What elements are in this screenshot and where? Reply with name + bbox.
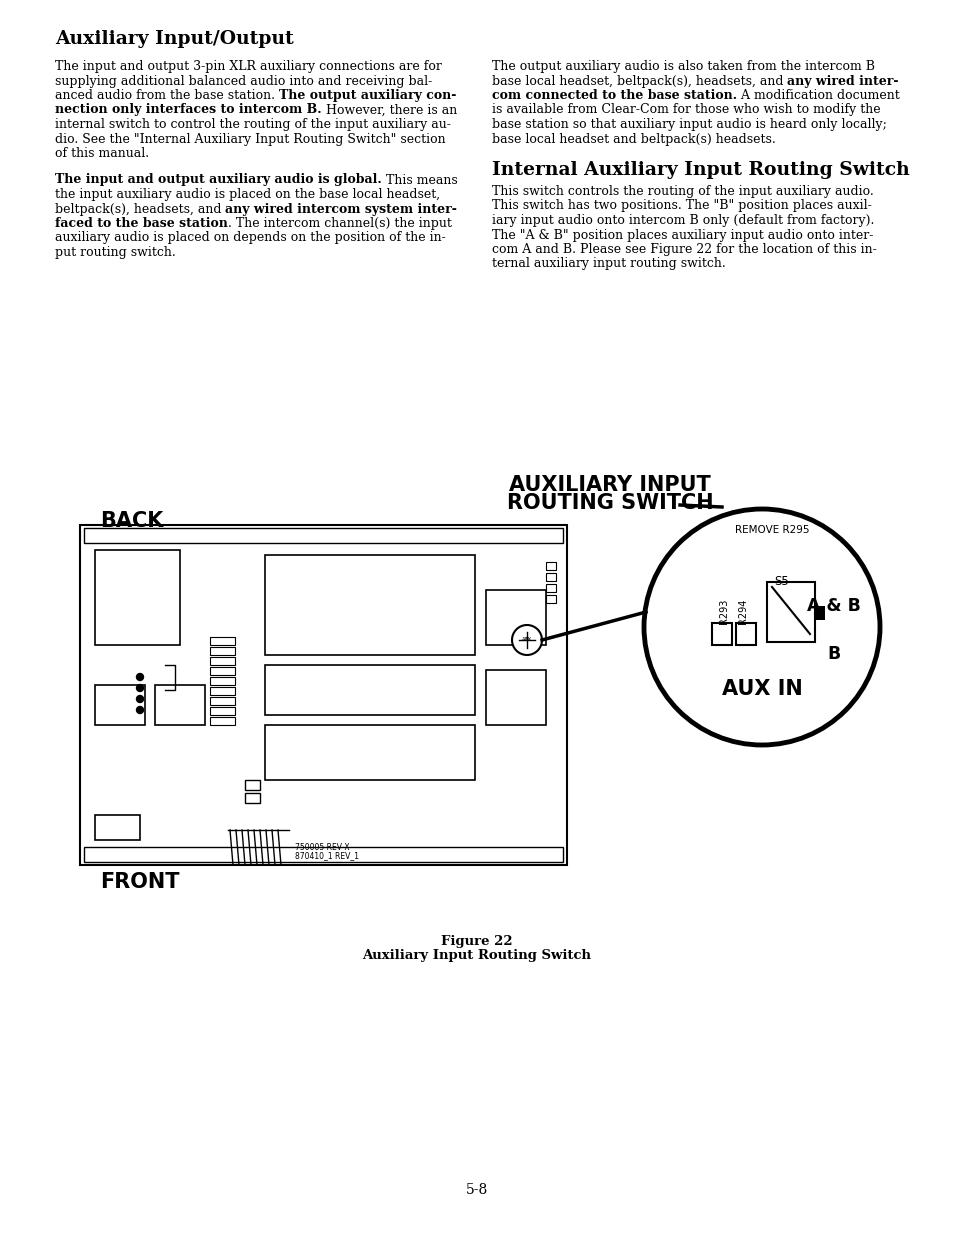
Text: AUX: AUX xyxy=(521,637,532,642)
Text: The input and output auxiliary audio is global.: The input and output auxiliary audio is … xyxy=(55,173,381,186)
Text: is available from Clear-Com for those who wish to modify the: is available from Clear-Com for those wh… xyxy=(492,104,880,116)
Circle shape xyxy=(136,706,143,714)
Text: ternal auxiliary input routing switch.: ternal auxiliary input routing switch. xyxy=(492,258,725,270)
Text: supplying additional balanced audio into and receiving bal-: supplying additional balanced audio into… xyxy=(55,74,432,88)
Text: . The intercom channel(s) the input: . The intercom channel(s) the input xyxy=(228,217,452,230)
Text: faced to the base station: faced to the base station xyxy=(55,217,228,230)
Text: However, there is an: However, there is an xyxy=(321,104,456,116)
Text: com A and B. Please see Figure 22 for the location of this in-: com A and B. Please see Figure 22 for th… xyxy=(492,243,876,256)
Bar xyxy=(265,555,475,655)
Bar xyxy=(545,595,556,603)
Text: FRONT: FRONT xyxy=(100,872,179,892)
Bar xyxy=(485,671,545,725)
Text: This switch has two positions. The "B" position places auxil-: This switch has two positions. The "B" p… xyxy=(492,200,871,212)
Text: nection only interfaces to intercom B.: nection only interfaces to intercom B. xyxy=(55,104,321,116)
Text: the input auxiliary audio is placed on the base local headset,: the input auxiliary audio is placed on t… xyxy=(55,188,439,201)
Bar xyxy=(210,706,234,715)
Text: beltpack(s), headsets, and: beltpack(s), headsets, and xyxy=(55,203,225,215)
Text: This switch controls the routing of the input auxiliary audio.: This switch controls the routing of the … xyxy=(492,185,873,198)
Text: base local headset, beltpack(s), headsets, and: base local headset, beltpack(s), headset… xyxy=(492,74,786,88)
Bar xyxy=(210,697,234,705)
Text: AUX IN: AUX IN xyxy=(720,679,801,699)
Text: B: B xyxy=(826,645,840,663)
Bar xyxy=(265,725,475,781)
Text: auxiliary audio is placed on depends on the position of the in-: auxiliary audio is placed on depends on … xyxy=(55,231,445,245)
Bar xyxy=(766,582,814,642)
Text: dio. See the "Internal Auxiliary Input Routing Switch" section: dio. See the "Internal Auxiliary Input R… xyxy=(55,132,445,146)
Text: AUXILIARY INPUT: AUXILIARY INPUT xyxy=(509,475,710,495)
Bar xyxy=(95,685,145,725)
Bar xyxy=(210,657,234,664)
Bar xyxy=(210,677,234,685)
Text: anced audio from the base station.: anced audio from the base station. xyxy=(55,89,278,103)
Text: ROUTING SWITCH: ROUTING SWITCH xyxy=(506,493,713,513)
Bar xyxy=(245,793,260,803)
Bar xyxy=(210,667,234,676)
Text: any wired inter-: any wired inter- xyxy=(786,74,898,88)
Text: put routing switch.: put routing switch. xyxy=(55,246,175,259)
Bar xyxy=(84,529,562,543)
Bar xyxy=(154,685,205,725)
Bar xyxy=(80,525,566,864)
Text: A modification document: A modification document xyxy=(737,89,899,103)
Text: The output auxiliary con-: The output auxiliary con- xyxy=(278,89,456,103)
Bar xyxy=(210,687,234,695)
Text: Auxiliary Input/Output: Auxiliary Input/Output xyxy=(55,30,294,48)
Bar xyxy=(735,622,755,645)
Bar xyxy=(95,815,140,840)
Bar xyxy=(545,573,556,580)
Circle shape xyxy=(643,509,879,745)
Text: BACK: BACK xyxy=(100,511,163,531)
Circle shape xyxy=(136,695,143,703)
Text: internal switch to control the routing of the input auxiliary au-: internal switch to control the routing o… xyxy=(55,119,451,131)
Text: 750005 REV X: 750005 REV X xyxy=(294,844,349,852)
Circle shape xyxy=(512,625,541,655)
Text: REMOVE R295: REMOVE R295 xyxy=(734,525,808,535)
Bar xyxy=(711,622,731,645)
Bar xyxy=(210,637,234,645)
Text: S5: S5 xyxy=(774,576,788,588)
Text: Figure 22: Figure 22 xyxy=(440,935,513,948)
Bar xyxy=(210,647,234,655)
Text: IN: IN xyxy=(524,637,529,642)
Text: com connected to the base station.: com connected to the base station. xyxy=(492,89,737,103)
Text: base local headset and beltpack(s) headsets.: base local headset and beltpack(s) heads… xyxy=(492,132,775,146)
Text: The "A & B" position places auxiliary input audio onto inter-: The "A & B" position places auxiliary in… xyxy=(492,228,872,242)
Circle shape xyxy=(136,684,143,692)
Text: A & B: A & B xyxy=(806,597,860,615)
Bar xyxy=(485,590,545,645)
Text: 870410_1 REV_1: 870410_1 REV_1 xyxy=(294,851,358,860)
Circle shape xyxy=(136,673,143,680)
Bar xyxy=(814,606,824,620)
Bar xyxy=(245,781,260,790)
Text: base station so that auxiliary input audio is heard only locally;: base station so that auxiliary input aud… xyxy=(492,119,886,131)
Bar xyxy=(95,550,180,645)
Text: R294: R294 xyxy=(738,599,747,625)
Bar xyxy=(545,584,556,592)
Text: The output auxiliary audio is also taken from the intercom B: The output auxiliary audio is also taken… xyxy=(492,61,874,73)
Text: iary input audio onto intercom B only (default from factory).: iary input audio onto intercom B only (d… xyxy=(492,214,874,227)
Text: Internal Auxiliary Input Routing Switch: Internal Auxiliary Input Routing Switch xyxy=(492,161,909,179)
Text: of this manual.: of this manual. xyxy=(55,147,149,161)
Text: This means: This means xyxy=(381,173,457,186)
Bar xyxy=(545,562,556,571)
Text: any wired intercom system inter-: any wired intercom system inter- xyxy=(225,203,456,215)
Bar xyxy=(265,664,475,715)
Text: Auxiliary Input Routing Switch: Auxiliary Input Routing Switch xyxy=(362,948,591,962)
Text: R293: R293 xyxy=(719,599,728,625)
Bar xyxy=(84,847,562,862)
Bar xyxy=(210,718,234,725)
Text: 5-8: 5-8 xyxy=(465,1183,488,1197)
Text: The input and output 3-pin XLR auxiliary connections are for: The input and output 3-pin XLR auxiliary… xyxy=(55,61,441,73)
